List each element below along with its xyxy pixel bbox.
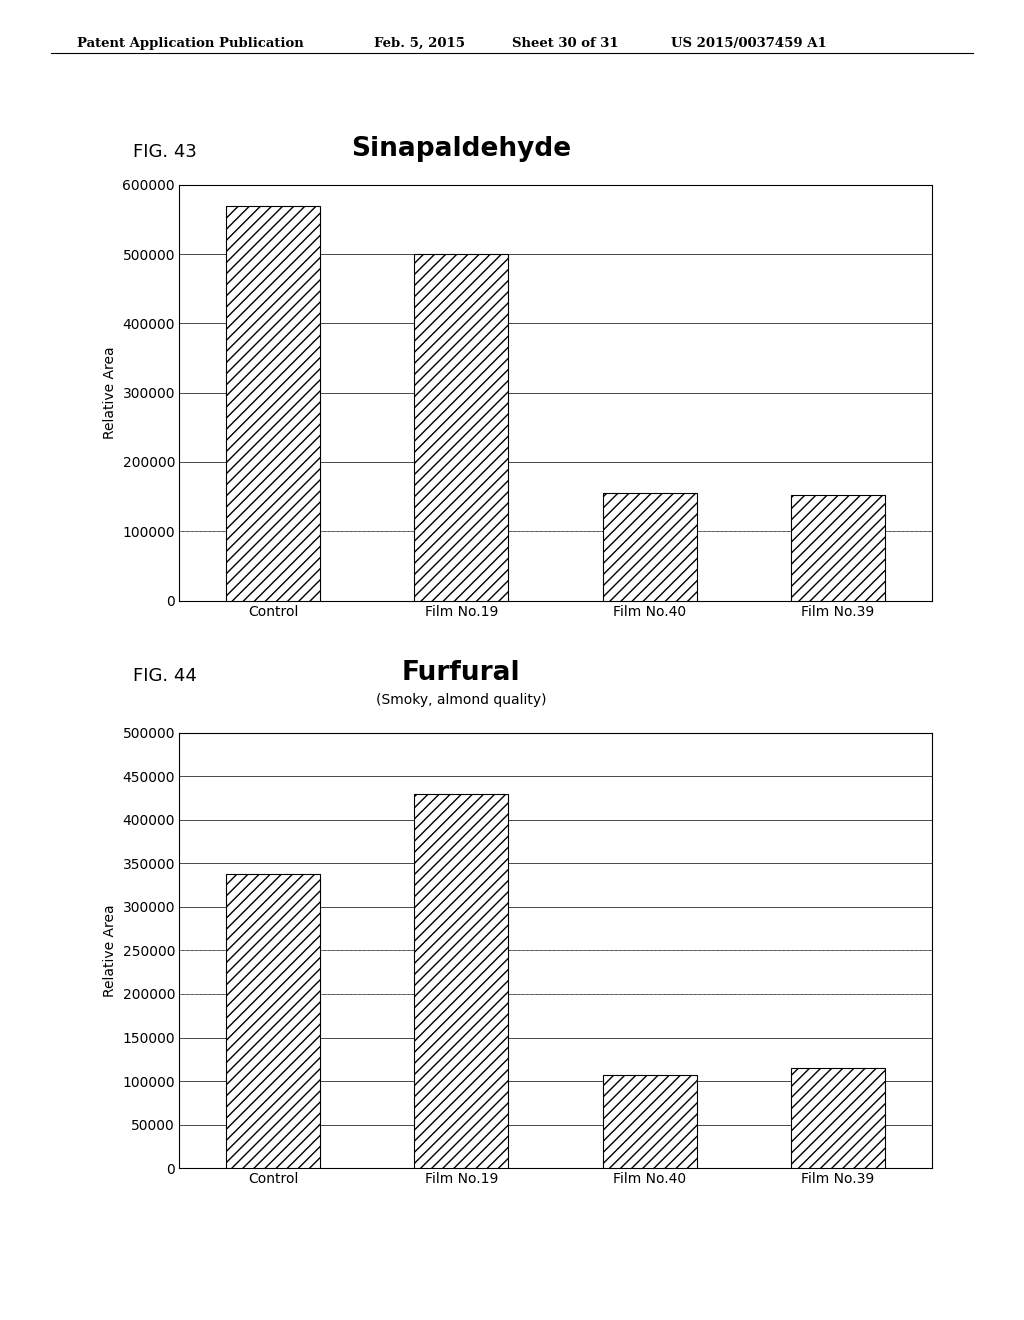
Text: Furfural: Furfural [401,660,520,686]
Bar [415,793,509,1168]
Bar [226,874,321,1168]
Text: Patent Application Publication: Patent Application Publication [77,37,303,50]
Text: FIG. 43: FIG. 43 [133,143,197,161]
Y-axis label: Relative Area: Relative Area [102,346,117,440]
Bar [226,206,321,601]
Text: Feb. 5, 2015: Feb. 5, 2015 [374,37,465,50]
Bar [602,494,696,601]
Bar [791,495,885,601]
Text: FIG. 44: FIG. 44 [133,667,197,685]
Text: Sinapaldehyde: Sinapaldehyde [351,136,570,162]
Bar [791,1068,885,1168]
Text: (Smoky, almond quality): (Smoky, almond quality) [376,693,546,708]
Y-axis label: Relative Area: Relative Area [102,904,117,997]
Bar [415,253,509,601]
Text: Sheet 30 of 31: Sheet 30 of 31 [512,37,618,50]
Bar [602,1074,696,1168]
Text: US 2015/0037459 A1: US 2015/0037459 A1 [671,37,826,50]
